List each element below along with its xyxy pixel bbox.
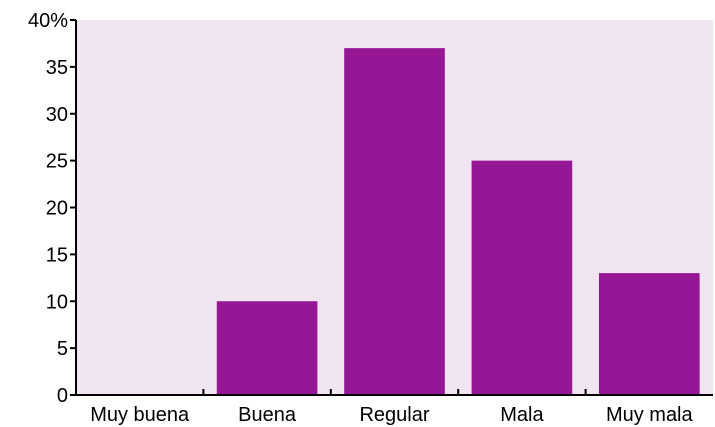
x-tick-label: Mala [500,404,544,426]
bar-buena [216,301,318,395]
y-tick-label: 35 [46,57,68,79]
x-tick-label: Muy buena [90,404,190,426]
bar-muy-mala [598,273,700,396]
y-axis-ticks: 0 5 10 15 20 25 30 35 40% [28,10,76,407]
y-tick-label: 5 [57,338,68,360]
y-tick-label: 20 [46,198,68,220]
y-tick-label: 15 [46,244,68,266]
y-tick-label: 10 [46,291,68,313]
x-tick-label: Muy mala [606,404,694,426]
bar-regular [344,48,445,396]
y-tick-label: 0 [57,385,68,407]
bars [216,48,700,396]
x-axis-ticks: Muy buena Buena Regular Mala Muy mala [90,389,694,426]
y-tick-label: 40% [28,10,68,32]
x-tick-label: Buena [238,404,297,426]
y-tick-label: 25 [46,151,68,173]
bar-mala [471,160,573,396]
y-tick-label: 30 [46,104,68,126]
x-tick-label: Regular [359,404,429,426]
